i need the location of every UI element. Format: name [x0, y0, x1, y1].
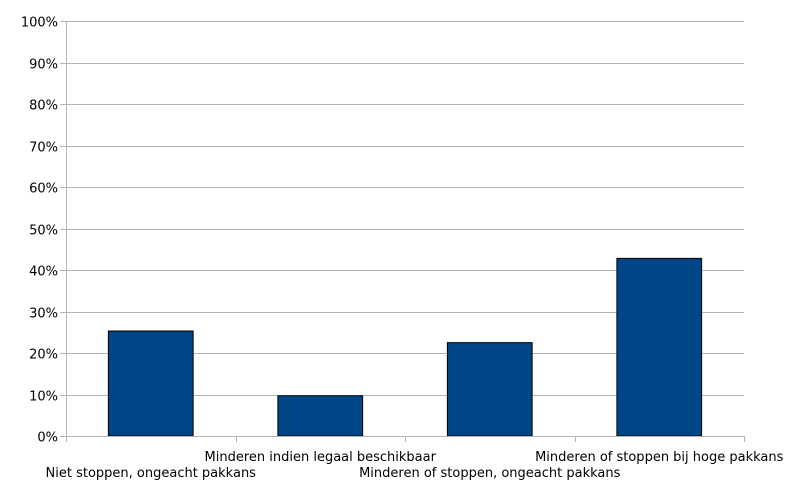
y-tick-label: 0%: [37, 431, 58, 446]
bar: [446, 342, 533, 437]
x-tick-label: Niet stoppen, ongeacht pakkans: [46, 466, 257, 480]
bar: [277, 395, 364, 437]
y-tick-label: 30%: [29, 307, 58, 322]
y-tick-label: 20%: [29, 348, 58, 363]
y-tick-label: 10%: [29, 390, 58, 405]
x-tick-label: Minderen of stoppen bij hoge pakkans: [535, 450, 784, 465]
axes: [66, 21, 745, 442]
y-tick-label: 100%: [21, 16, 58, 31]
y-tick-label: 50%: [29, 224, 58, 239]
bars: [107, 257, 703, 437]
y-tick-label: 40%: [29, 265, 58, 280]
x-tick-label: Minderen indien legaal beschikbaar: [205, 450, 437, 465]
x-tick-label: Minderen of stoppen, ongeacht pakkans: [359, 466, 621, 480]
y-tick-label: 70%: [29, 141, 58, 156]
bar: [616, 257, 703, 437]
y-tick-label: 80%: [29, 99, 58, 114]
y-tick-label: 60%: [29, 182, 58, 197]
y-axis-tick-labels: 0% 10% 20% 30% 40% 50% 60% 70% 80% 90% 100%: [21, 16, 58, 446]
y-tick-label: 90%: [29, 58, 58, 73]
bar: [107, 330, 194, 437]
